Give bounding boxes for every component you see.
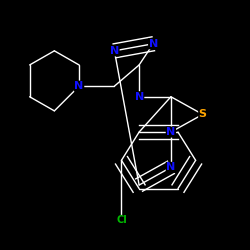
Text: N: N bbox=[134, 92, 144, 102]
Text: N: N bbox=[166, 162, 175, 172]
Text: S: S bbox=[199, 110, 207, 120]
Text: N: N bbox=[166, 127, 175, 137]
Text: N: N bbox=[74, 81, 84, 91]
Text: N: N bbox=[110, 46, 119, 56]
Text: N: N bbox=[149, 39, 158, 49]
Text: Cl: Cl bbox=[116, 215, 127, 225]
